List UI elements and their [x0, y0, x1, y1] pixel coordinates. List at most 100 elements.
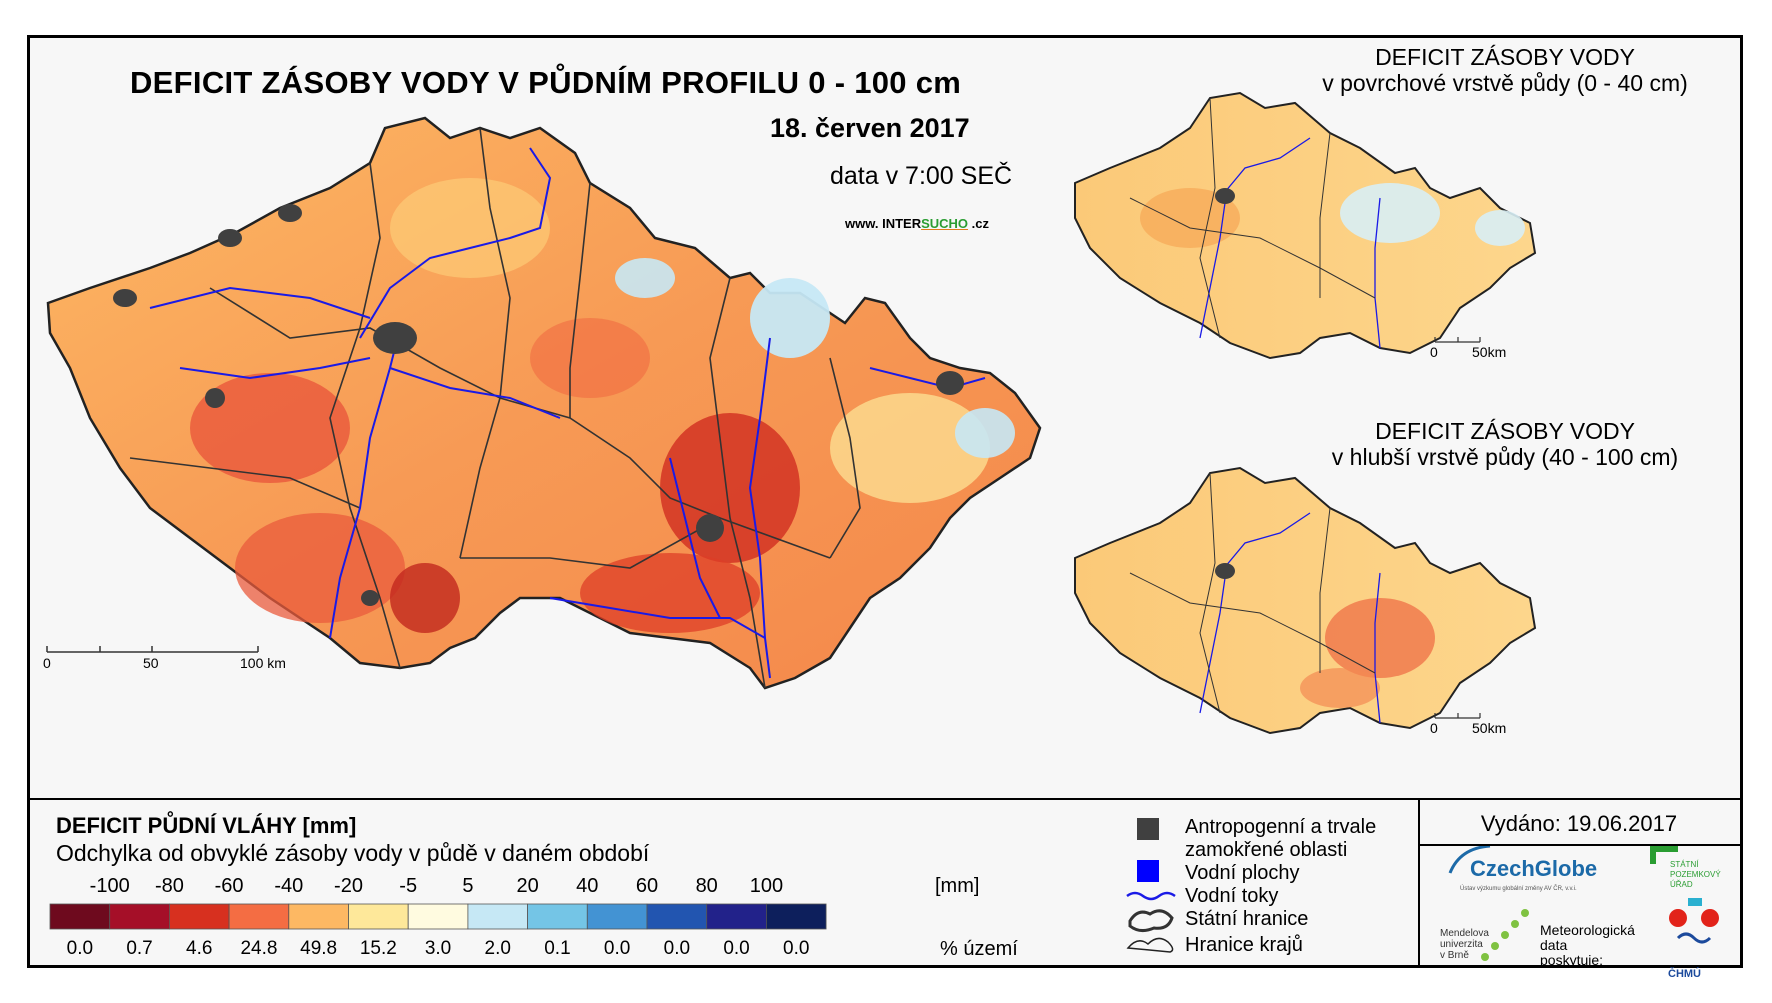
legend-class-percent: 49.8 — [300, 938, 338, 959]
water-body-symbol — [1137, 860, 1159, 882]
region-border-symbol — [1126, 937, 1174, 953]
main-scale-line — [46, 646, 259, 653]
yellow-zone-east — [830, 393, 990, 503]
urban-symbol — [1137, 818, 1159, 840]
legend-tick-label: -80 — [154, 875, 184, 897]
main-map — [46, 116, 1042, 690]
legend-class-swatch — [109, 903, 170, 930]
inset-bottom-river — [1219, 512, 1311, 574]
mendel-line1: Mendelova — [1440, 928, 1489, 939]
main-scale-label-100: 100 km — [240, 655, 286, 671]
spu-logo-mark — [1650, 846, 1678, 864]
legend-tick-label: 80 — [695, 875, 718, 897]
legend-class-percent: 24.8 — [240, 938, 278, 959]
meteo-line1: Meteorologická — [1540, 922, 1635, 938]
urban-sokolov — [113, 289, 137, 307]
legend-class-swatch — [467, 903, 528, 930]
inset-top-wet-zone — [1340, 183, 1440, 243]
inset-map-bottom — [1074, 466, 1537, 735]
main-scale-label-50: 50 — [143, 655, 159, 671]
main-map-date: 18. červen 2017 — [770, 113, 970, 143]
website-prefix: www. INTER — [845, 216, 922, 231]
legend-tick-label: -20 — [334, 875, 363, 897]
inset-bottom-urban-prague — [1215, 563, 1235, 579]
map-frame: DEFICIT ZÁSOBY VODY V PŮDNÍM PROFILU 0 -… — [27, 35, 1743, 980]
inset-top-region-line — [1199, 97, 1221, 339]
inset-top-region-borders — [1129, 97, 1376, 339]
legend-tick-label: -40 — [274, 875, 304, 897]
mendel-logo-text: Mendelova univerzita v Brně — [1440, 928, 1489, 961]
inset-top-scale-50: 50km — [1472, 344, 1507, 360]
legend-class-percent: 3.0 — [424, 938, 452, 959]
legend-class-percent: 0.0 — [66, 938, 94, 959]
legend-class-swatch — [288, 903, 349, 930]
mendel-dot — [1481, 953, 1489, 961]
spu-line1: STÁTNÍ — [1670, 860, 1699, 869]
inset-bottom-river — [1374, 572, 1381, 724]
inset-top-river — [1374, 197, 1381, 349]
chmu-logo-wave — [1676, 932, 1712, 944]
wet-zone-krkonose — [615, 258, 675, 298]
rivers — [149, 147, 986, 679]
legend-class-swatch — [348, 903, 409, 930]
region-border-line — [569, 182, 591, 418]
legend-title: DEFICIT PŮDNÍ VLÁHY [mm] — [56, 813, 357, 838]
chmu-logo-text: ČHMÚ — [1668, 968, 1701, 980]
czechglobe-logo-arc — [1448, 844, 1491, 874]
legend-class-percent: 4.6 — [186, 938, 213, 959]
chmu-logo-bar — [1688, 898, 1702, 906]
main-scale-bar — [46, 646, 259, 653]
legend-state-border: Státní hranice — [1185, 908, 1309, 930]
inset-bottom-region-borders — [1129, 472, 1376, 714]
urban-areas — [113, 204, 964, 606]
logo-separator — [1418, 844, 1740, 846]
legend-class-swatch — [766, 903, 827, 930]
main-map-time: data v 7:00 SEČ — [830, 162, 1013, 190]
chmu-logo-circle — [1669, 909, 1687, 927]
legend-class-percent: 0.0 — [723, 938, 750, 959]
inset-bottom-rivers — [1199, 512, 1381, 724]
legend-anthropogenic-line2: zamokřené oblasti — [1185, 839, 1348, 861]
inset-bottom-region-line — [1199, 472, 1221, 714]
inset-top-deficit — [1140, 188, 1240, 248]
region-border-line — [129, 457, 361, 509]
river-ohre — [149, 286, 371, 319]
inset-bottom-scale-50: 50km — [1472, 720, 1507, 736]
legend-rivers: Vodní toky — [1185, 885, 1279, 907]
urban-usti — [278, 204, 302, 222]
river-svratka — [669, 457, 721, 619]
issued-date: Vydáno: 19.06.2017 — [1480, 811, 1678, 836]
website-link[interactable]: www. INTERSUCHO .cz — [845, 216, 989, 231]
legend-tick-label: 60 — [635, 875, 659, 897]
legend-class-percent: 2.0 — [484, 938, 511, 959]
main-scale-label-0: 0 — [43, 655, 51, 671]
state-border-symbol — [1128, 909, 1174, 933]
inset-map-top — [1074, 91, 1537, 360]
deficit-zone-west — [190, 373, 350, 483]
inset-top-region-line — [1129, 197, 1376, 299]
river-elbe — [359, 147, 552, 339]
inset-top-urban-prague — [1215, 188, 1235, 204]
legend-class-swatch — [407, 903, 469, 930]
inset-top-scale-line — [1434, 337, 1481, 343]
legend-subtitle: Odchylka od obvyklé zásoby vody v půdě v… — [56, 840, 650, 866]
map-canvas — [46, 91, 1719, 961]
inset-top-rivers — [1199, 137, 1381, 349]
urban-cb — [361, 590, 379, 606]
legend-class-swatch — [168, 903, 230, 930]
wet-zone-beskydy — [955, 408, 1015, 458]
urban-plzen — [205, 388, 225, 408]
region-border-line — [709, 277, 766, 689]
inset-top-wet-zone-east — [1475, 210, 1525, 246]
river-odra — [869, 367, 986, 390]
urban-brno — [696, 514, 724, 542]
inset-top-region-line — [1319, 132, 1331, 298]
meteo-line2: data — [1540, 937, 1568, 953]
mendel-dot — [1521, 909, 1529, 917]
website-suffix: .cz — [968, 216, 989, 231]
mendel-line3: v Brně — [1440, 950, 1469, 961]
region-border-line — [329, 162, 401, 669]
legend-symbols — [1126, 818, 1176, 953]
czechglobe-logo-text: CzechGlobe — [1470, 856, 1598, 881]
legend-separator — [30, 798, 1740, 800]
